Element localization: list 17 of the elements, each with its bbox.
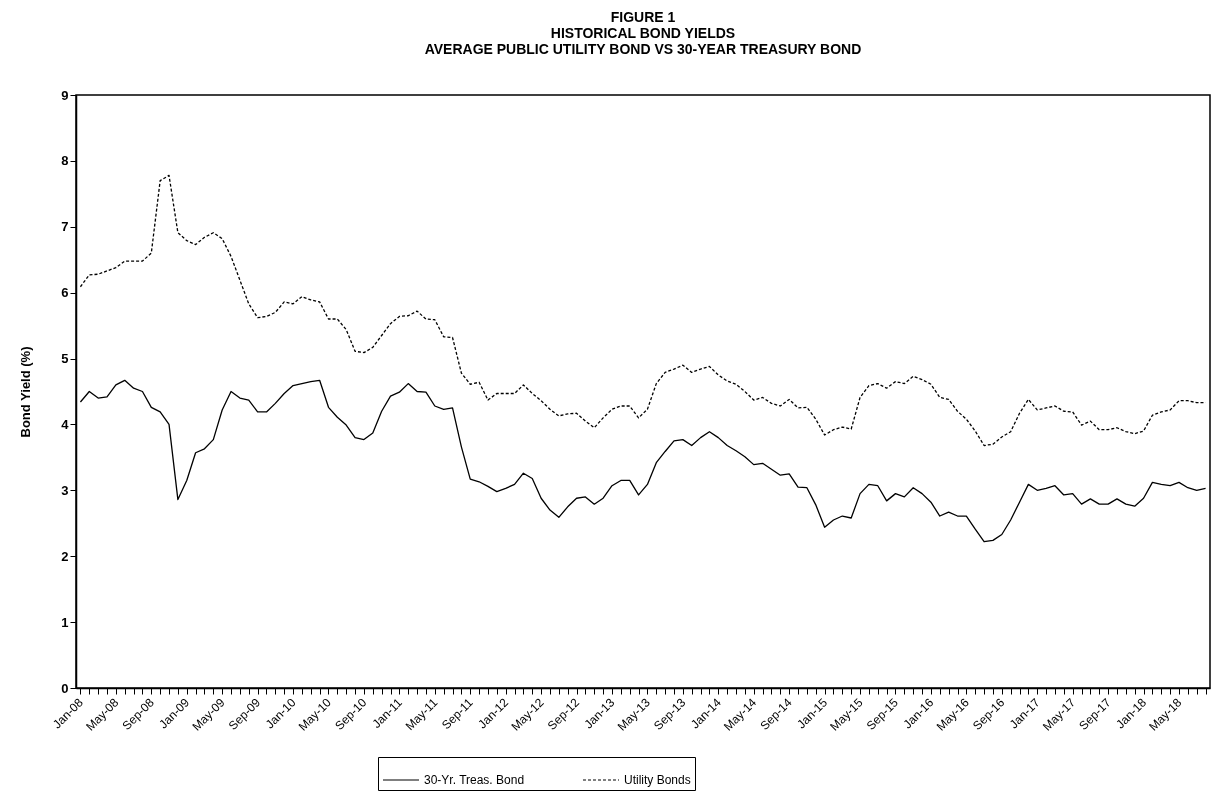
y-tick-label: 9	[61, 87, 69, 103]
y-tick-label: 8	[61, 153, 69, 169]
legend-label: Utility Bonds	[624, 773, 691, 787]
y-tick-label: 4	[61, 416, 70, 432]
chart-title: FIGURE 1	[610, 9, 676, 25]
y-tick-label: 0	[61, 680, 69, 696]
y-tick-label: 2	[61, 548, 69, 564]
legend-label: 30-Yr. Treas. Bond	[424, 773, 525, 787]
line-series	[79, 174, 1207, 447]
y-axis-title: Bond Yield (%)	[18, 346, 34, 438]
y-tick-label: 1	[61, 614, 69, 630]
line-series	[79, 379, 1207, 543]
y-tick-label: 5	[61, 351, 69, 367]
y-tick-label: 6	[61, 285, 69, 301]
y-tick-label: 3	[61, 482, 69, 498]
y-tick-label: 7	[61, 219, 69, 235]
chart-subtitle: HISTORICAL BOND YIELDS AVERAGE PUBLIC UTILITY BOND VS 30-YEAR TREASURY BOND	[424, 25, 862, 57]
